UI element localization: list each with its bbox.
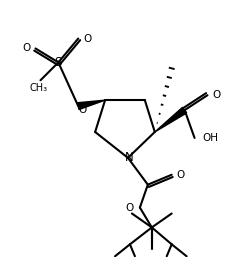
Text: OH: OH — [202, 133, 218, 143]
Text: O: O — [78, 105, 86, 115]
Text: O: O — [22, 43, 31, 53]
Text: N: N — [125, 151, 133, 164]
Text: S: S — [55, 56, 62, 69]
Text: CH₃: CH₃ — [29, 83, 48, 93]
Text: O: O — [83, 34, 92, 44]
Text: O: O — [212, 90, 221, 100]
Text: O: O — [177, 170, 185, 180]
Polygon shape — [155, 107, 187, 132]
Polygon shape — [77, 100, 105, 110]
Text: O: O — [126, 203, 134, 213]
